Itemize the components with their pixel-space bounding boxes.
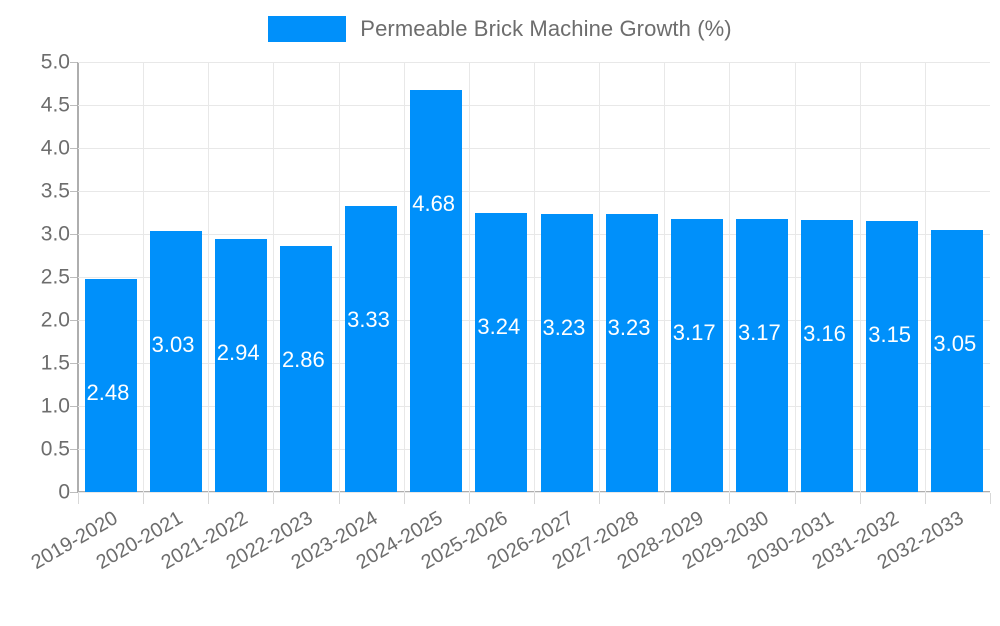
gridline-vertical <box>599 62 601 492</box>
gridline-vertical <box>664 62 666 492</box>
x-axis-tick-mark <box>794 493 796 504</box>
bar-value-label: 3.16 <box>803 321 846 347</box>
y-axis-tick-mark <box>70 277 77 278</box>
bar[interactable] <box>801 220 854 492</box>
gridline-vertical <box>468 62 470 492</box>
y-axis-tick-mark <box>70 363 77 364</box>
y-axis-tick-label: 2.5 <box>40 265 70 289</box>
y-axis-tick-mark <box>70 449 77 450</box>
bar[interactable] <box>670 219 723 492</box>
x-axis-tick-mark <box>78 493 79 504</box>
y-axis-tick-mark <box>70 406 77 407</box>
bar-value-label: 3.33 <box>347 306 390 332</box>
y-axis-tick-label: 0.5 <box>40 437 70 461</box>
y-axis-tick-label: 0 <box>58 480 70 504</box>
bar[interactable] <box>475 213 528 492</box>
bar[interactable] <box>84 278 137 492</box>
bar[interactable] <box>605 214 658 492</box>
bar[interactable] <box>214 239 267 492</box>
bar-value-label: 3.17 <box>737 320 781 346</box>
legend-color-swatch <box>268 16 347 42</box>
gridline-horizontal <box>78 492 990 493</box>
gridline-vertical <box>208 62 210 492</box>
x-axis-tick-mark <box>338 493 340 504</box>
x-axis-tick-mark <box>729 493 731 504</box>
bar-value-label: 2.48 <box>86 379 130 405</box>
x-axis-tick-mark <box>534 493 535 504</box>
bar[interactable] <box>866 221 919 492</box>
y-axis-tick-label: 4.0 <box>40 136 70 160</box>
bar-value-label: 4.68 <box>412 190 456 216</box>
x-axis-tick-mark <box>208 493 210 504</box>
bar-value-label: 3.05 <box>933 330 977 356</box>
y-axis: 0 0.5 1.0 1.5 2.0 2.5 3.0 3.5 4.0 4.5 5.0 <box>0 0 77 600</box>
gridline-vertical <box>338 62 340 492</box>
y-axis-tick-label: 3.5 <box>40 179 70 203</box>
gridline-vertical <box>273 62 275 492</box>
x-axis-tick-mark <box>990 493 991 504</box>
bar-chart: Permeable Brick Machine Growth (%) 0 0.5 1… <box>0 0 1000 600</box>
legend-label: Permeable Brick Machine Growth (%) <box>360 16 732 41</box>
x-axis-tick-mark <box>599 493 601 504</box>
gridline-vertical <box>143 62 145 492</box>
bar-value-label: 3.23 <box>542 315 586 341</box>
bar[interactable] <box>931 229 984 492</box>
y-axis-tick-mark <box>70 105 77 106</box>
x-axis-tick-mark <box>664 493 666 504</box>
y-axis-tick-mark <box>70 320 77 321</box>
bar[interactable] <box>410 89 463 492</box>
x-axis-tick-mark <box>143 493 145 504</box>
y-axis-tick-mark <box>70 62 77 63</box>
bar[interactable] <box>735 219 789 492</box>
y-axis-tick-label: 4.5 <box>40 93 70 117</box>
y-axis-tick-label: 1.5 <box>40 351 70 375</box>
y-axis-tick-label: 5.0 <box>40 50 70 74</box>
y-axis-tick-mark <box>70 234 77 235</box>
plot-area: 2.48 3.03 2.94 2.86 3.33 4.68 3.24 3.23 3.23 3.17… <box>78 62 990 493</box>
bar-value-label: 2.94 <box>216 340 260 366</box>
gridline-vertical <box>534 62 535 492</box>
x-axis-tick-mark <box>468 493 470 504</box>
x-axis-tick-mark <box>403 493 405 504</box>
y-axis-tick-label: 2.0 <box>40 308 70 332</box>
y-axis-tick-mark <box>70 191 77 192</box>
chart-legend: Permeable Brick Machine Growth (%) <box>0 10 1000 48</box>
x-axis-tick-mark <box>924 493 926 504</box>
bar-value-label: 3.03 <box>151 332 195 358</box>
legend-item-permeable-brick-machine-growth[interactable]: Permeable Brick Machine Growth (%) <box>268 16 732 42</box>
bar[interactable] <box>345 205 398 492</box>
gridline-vertical <box>794 62 796 492</box>
gridline-vertical <box>403 62 405 492</box>
x-axis-tick-mark <box>273 493 275 504</box>
y-axis-tick-mark <box>70 492 77 493</box>
gridline-vertical <box>924 62 926 492</box>
bar[interactable] <box>149 231 202 492</box>
y-axis-tick-mark <box>70 148 77 149</box>
y-axis-tick-label: 3.0 <box>40 222 70 246</box>
bar-value-label: 3.15 <box>868 322 912 348</box>
gridline-vertical <box>729 62 731 492</box>
bar-value-label: 3.24 <box>477 314 521 340</box>
bar[interactable] <box>540 214 593 492</box>
y-axis-tick-label: 1.0 <box>40 394 70 418</box>
bar-value-label: 2.86 <box>281 347 325 373</box>
gridline-vertical <box>859 62 861 492</box>
bar[interactable] <box>279 246 333 492</box>
bar-value-label: 3.17 <box>672 320 716 346</box>
bar-value-label: 3.23 <box>607 315 651 341</box>
x-axis-tick-mark <box>859 493 861 504</box>
